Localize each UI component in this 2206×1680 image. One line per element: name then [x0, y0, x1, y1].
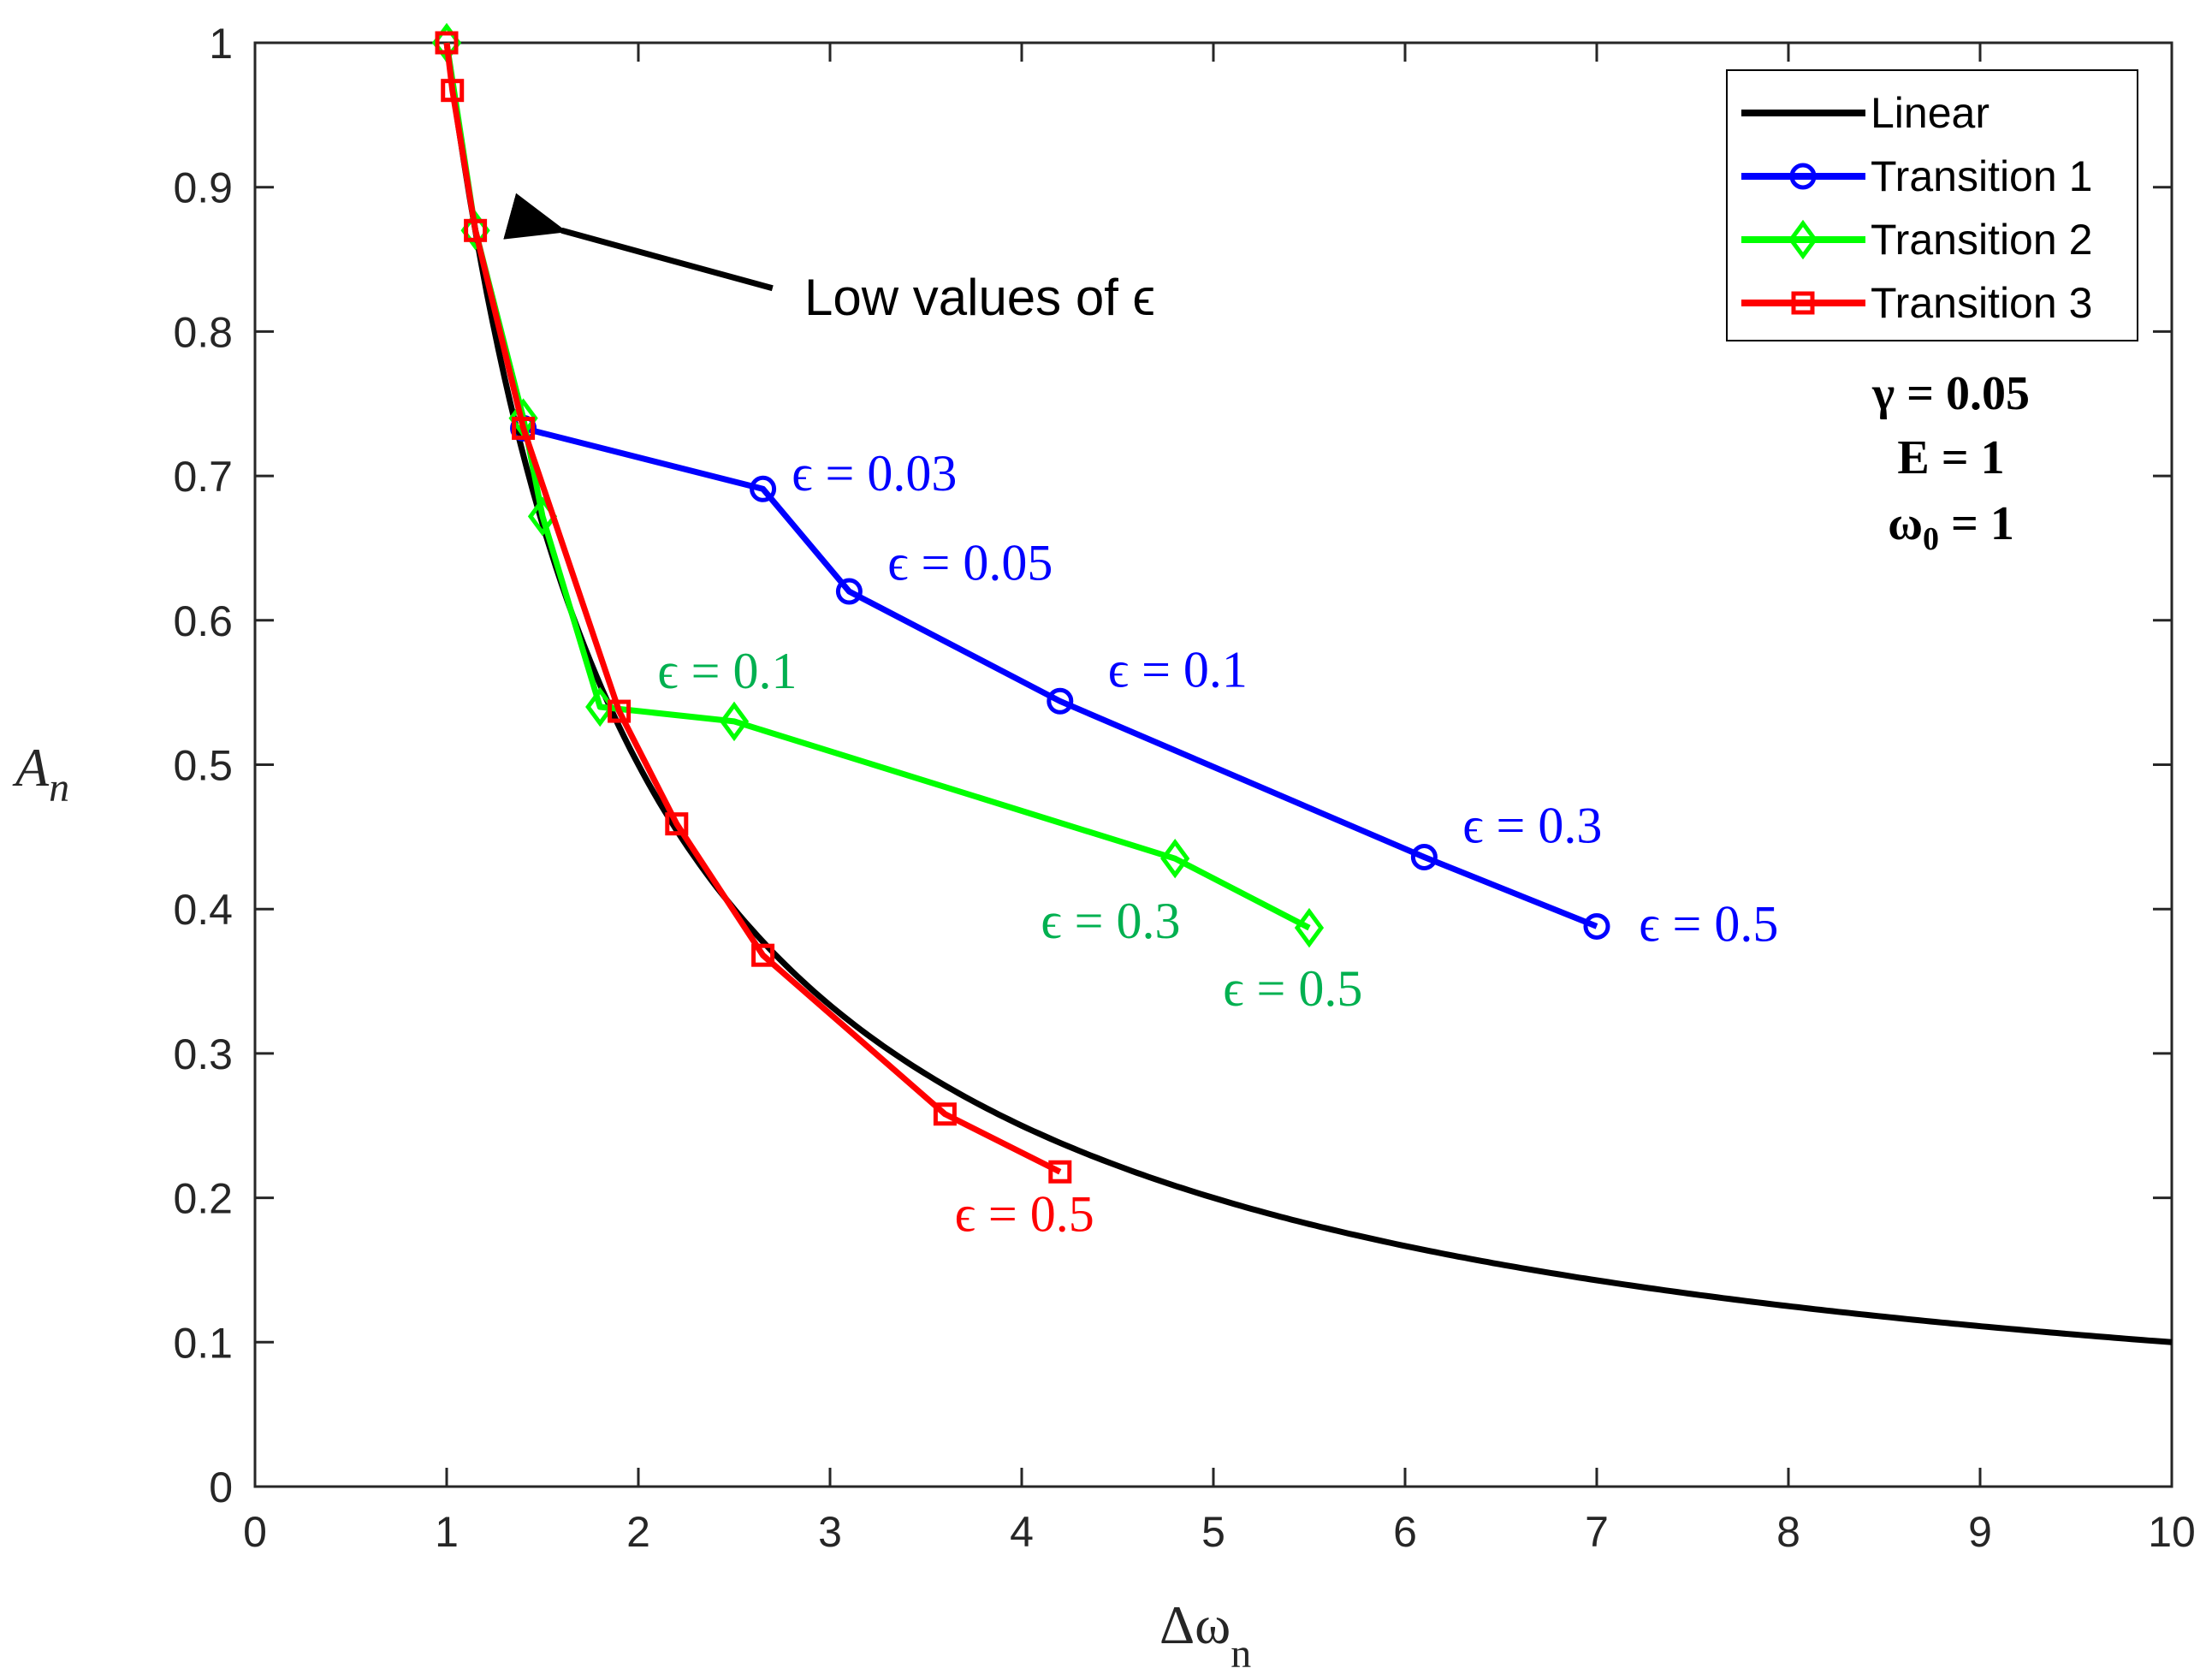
series-transition-3-line — [443, 42, 1062, 1175]
data-point — [1294, 907, 1325, 948]
series-transition-3 — [435, 31, 1072, 1184]
legend-label-transition-2: Transition 2 — [1871, 216, 2092, 264]
series-transition-1 — [510, 414, 1610, 940]
y-axis-label-subscript: n — [49, 765, 69, 810]
data-point — [751, 943, 775, 967]
x-tick-label: 3 — [818, 1508, 842, 1556]
data-point — [512, 416, 536, 440]
param-omega0-value: = 1 — [1939, 497, 2014, 550]
data-point — [1047, 687, 1074, 715]
param-omega0-subscript: 0 — [1923, 521, 1939, 557]
x-tick-label: 5 — [1201, 1508, 1225, 1556]
epsilon-annotation: ϵ = 0.3 — [1462, 798, 1602, 854]
legend-entry-transition-3: Transition 3 — [1741, 279, 2092, 327]
param-omega0-symbol: ω — [1888, 497, 1923, 550]
epsilon-annotation: ϵ = 0.5 — [1223, 960, 1362, 1017]
data-point — [933, 1102, 957, 1126]
y-tick-label: 0.3 — [173, 1030, 233, 1078]
x-tick-label: 4 — [1010, 1508, 1034, 1556]
legend-entry-transition-2: Transition 2 — [1741, 216, 2092, 264]
note-low-epsilon: Low values of ϵ — [804, 269, 1155, 326]
note-arrow — [503, 193, 774, 292]
legend-entry-linear: Linear — [1741, 89, 1990, 137]
x-axis-label: Δωn — [1159, 1594, 1251, 1677]
legend: Linear Transition 1 Transition 2 Transit… — [1726, 69, 2138, 341]
y-tick-label: 0.2 — [173, 1175, 233, 1223]
y-tick-label: 0.9 — [173, 164, 233, 212]
data-point — [464, 218, 488, 242]
series-layer — [431, 22, 2173, 1345]
epsilon-annotation: ϵ = 0.3 — [1041, 893, 1180, 949]
annotation-layer: ϵ = 0.03 ϵ = 0.05 ϵ = 0.1 ϵ = 0.3 ϵ = 0.5 ϵ =… — [657, 445, 1778, 1242]
y-tick-label: 0 — [209, 1463, 233, 1511]
data-point — [750, 475, 777, 502]
data-point — [435, 31, 459, 55]
x-tick-label: 2 — [626, 1508, 650, 1556]
data-point — [441, 79, 465, 103]
epsilon-annotation: ϵ = 0.05 — [887, 535, 1053, 591]
epsilon-annotation: ϵ = 0.5 — [955, 1185, 1094, 1242]
y-axis-label-main: A — [12, 737, 50, 798]
epsilon-annotation: ϵ = 0.1 — [1108, 641, 1248, 698]
x-tick-label: 0 — [243, 1508, 267, 1556]
data-point — [665, 812, 689, 836]
legend-label-transition-1: Transition 1 — [1871, 152, 2092, 200]
x-axis-ticks: 0 1 2 3 4 5 6 7 8 9 10 — [243, 43, 2196, 1556]
data-point — [1583, 912, 1610, 940]
data-point — [835, 578, 863, 605]
legend-label-transition-3: Transition 3 — [1871, 279, 2092, 327]
y-tick-label: 0.6 — [173, 597, 233, 645]
param-e: E = 1 — [1897, 431, 2004, 484]
y-tick-label: 0.4 — [173, 886, 233, 934]
x-axis-label-subscript: n — [1230, 1631, 1251, 1677]
y-axis-label: An — [12, 737, 69, 810]
data-point — [1160, 838, 1190, 879]
data-point — [719, 701, 750, 742]
y-tick-label: 0.8 — [173, 308, 233, 356]
data-point — [1048, 1160, 1072, 1184]
legend-entry-transition-1: Transition 1 — [1741, 152, 2092, 200]
x-tick-label: 1 — [435, 1508, 459, 1556]
legend-label-linear: Linear — [1871, 89, 1990, 137]
x-tick-label: 6 — [1393, 1508, 1417, 1556]
data-point — [1410, 843, 1438, 870]
x-axis-label-main: Δω — [1159, 1594, 1230, 1655]
x-tick-label: 10 — [2148, 1508, 2196, 1556]
y-tick-label: 1 — [209, 20, 233, 68]
y-tick-label: 0.1 — [173, 1319, 233, 1367]
x-tick-label: 7 — [1585, 1508, 1609, 1556]
epsilon-annotation: ϵ = 0.1 — [657, 643, 797, 699]
y-tick-label: 0.5 — [173, 742, 233, 790]
param-gamma: γ = 0.05 — [1871, 367, 2030, 420]
y-tick-label: 0.7 — [173, 453, 233, 501]
param-omega0: ω0 = 1 — [1888, 497, 2014, 557]
x-tick-label: 8 — [1776, 1508, 1800, 1556]
x-tick-label: 9 — [1968, 1508, 1992, 1556]
epsilon-annotation: ϵ = 0.5 — [1639, 895, 1778, 952]
epsilon-annotation: ϵ = 0.03 — [792, 445, 957, 502]
y-axis-ticks: 0 0.1 0.2 0.3 0.4 0.5 0.6 0.7 0.8 0.9 1 — [173, 20, 2172, 1511]
series-transition-1-line — [522, 425, 1598, 929]
data-point — [608, 699, 632, 723]
